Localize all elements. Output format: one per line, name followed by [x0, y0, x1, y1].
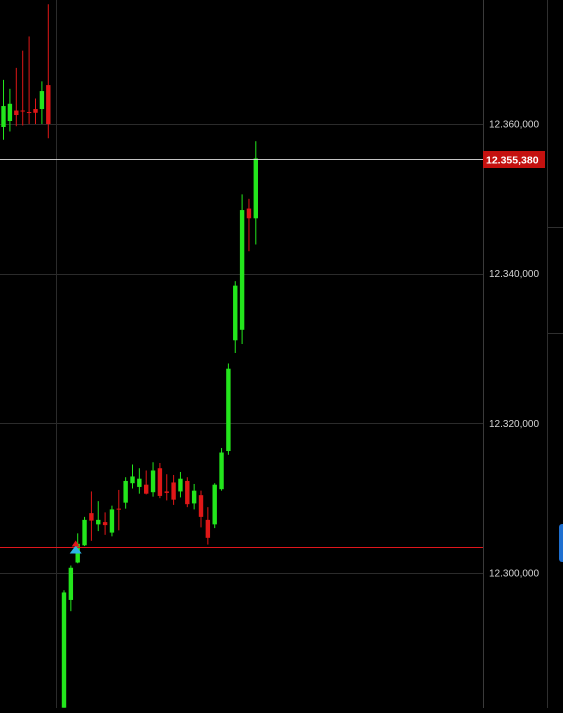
candle-body-6 — [39, 91, 45, 110]
candle-body-14 — [102, 522, 108, 526]
candle-body-35 — [246, 208, 252, 219]
grid — [0, 0, 483, 708]
candle-body-15 — [109, 509, 115, 533]
candle-body-4 — [26, 112, 32, 114]
candle-body-33 — [233, 285, 238, 341]
candle-body-17 — [123, 480, 128, 503]
candle-body-3 — [20, 110, 25, 112]
candle-body-21 — [150, 470, 156, 493]
candle-body-16 — [116, 508, 121, 510]
candle-body-26 — [185, 480, 190, 505]
candle-body-7 — [46, 85, 51, 124]
side-panel-tab[interactable] — [559, 524, 563, 562]
overlays — [0, 159, 483, 554]
price-axis[interactable]: 12.300,000 12.320,000 12.340,000 12.360,000… — [483, 0, 563, 708]
candle-body-12 — [89, 513, 94, 521]
candle-body-13 — [96, 519, 101, 525]
candle-body-36 — [253, 158, 258, 219]
y-tick-label: 12.360,000 — [489, 120, 539, 131]
candle-body-32 — [226, 368, 231, 452]
candle-body-29 — [205, 519, 211, 538]
candle-body-25 — [178, 478, 183, 492]
candle-body-2 — [14, 110, 19, 116]
candle-body-24 — [171, 482, 176, 500]
current-price-tag — [483, 151, 545, 168]
candle-body-27 — [191, 490, 197, 504]
candle-body-8 — [61, 592, 67, 708]
candle-body-9 — [68, 567, 74, 600]
triangle-marker-icon[interactable] — [71, 540, 80, 547]
candle-body-1 — [7, 103, 13, 122]
candle-body-20 — [144, 484, 149, 494]
candle-body-22 — [157, 468, 163, 496]
candle-body-28 — [198, 495, 204, 517]
candle-body-5 — [33, 109, 38, 113]
triangle-up-marker-icon[interactable] — [69, 545, 82, 554]
candle-body-18 — [130, 476, 135, 484]
candle-body-34 — [239, 210, 245, 330]
candle-body-31 — [219, 452, 224, 490]
y-tick-label: 12.300,000 — [489, 569, 539, 580]
candle-body-19 — [137, 478, 142, 487]
y-tick-label: 12.340,000 — [489, 269, 539, 280]
candle-body-11 — [82, 519, 87, 546]
y-tick-label: 12.320,000 — [489, 419, 539, 430]
current-price-label: 12.355,380 — [486, 154, 539, 166]
candle-body-30 — [212, 484, 217, 525]
candle-body-0 — [1, 106, 6, 127]
candles — [1, 4, 258, 708]
candle-body-23 — [164, 491, 169, 493]
